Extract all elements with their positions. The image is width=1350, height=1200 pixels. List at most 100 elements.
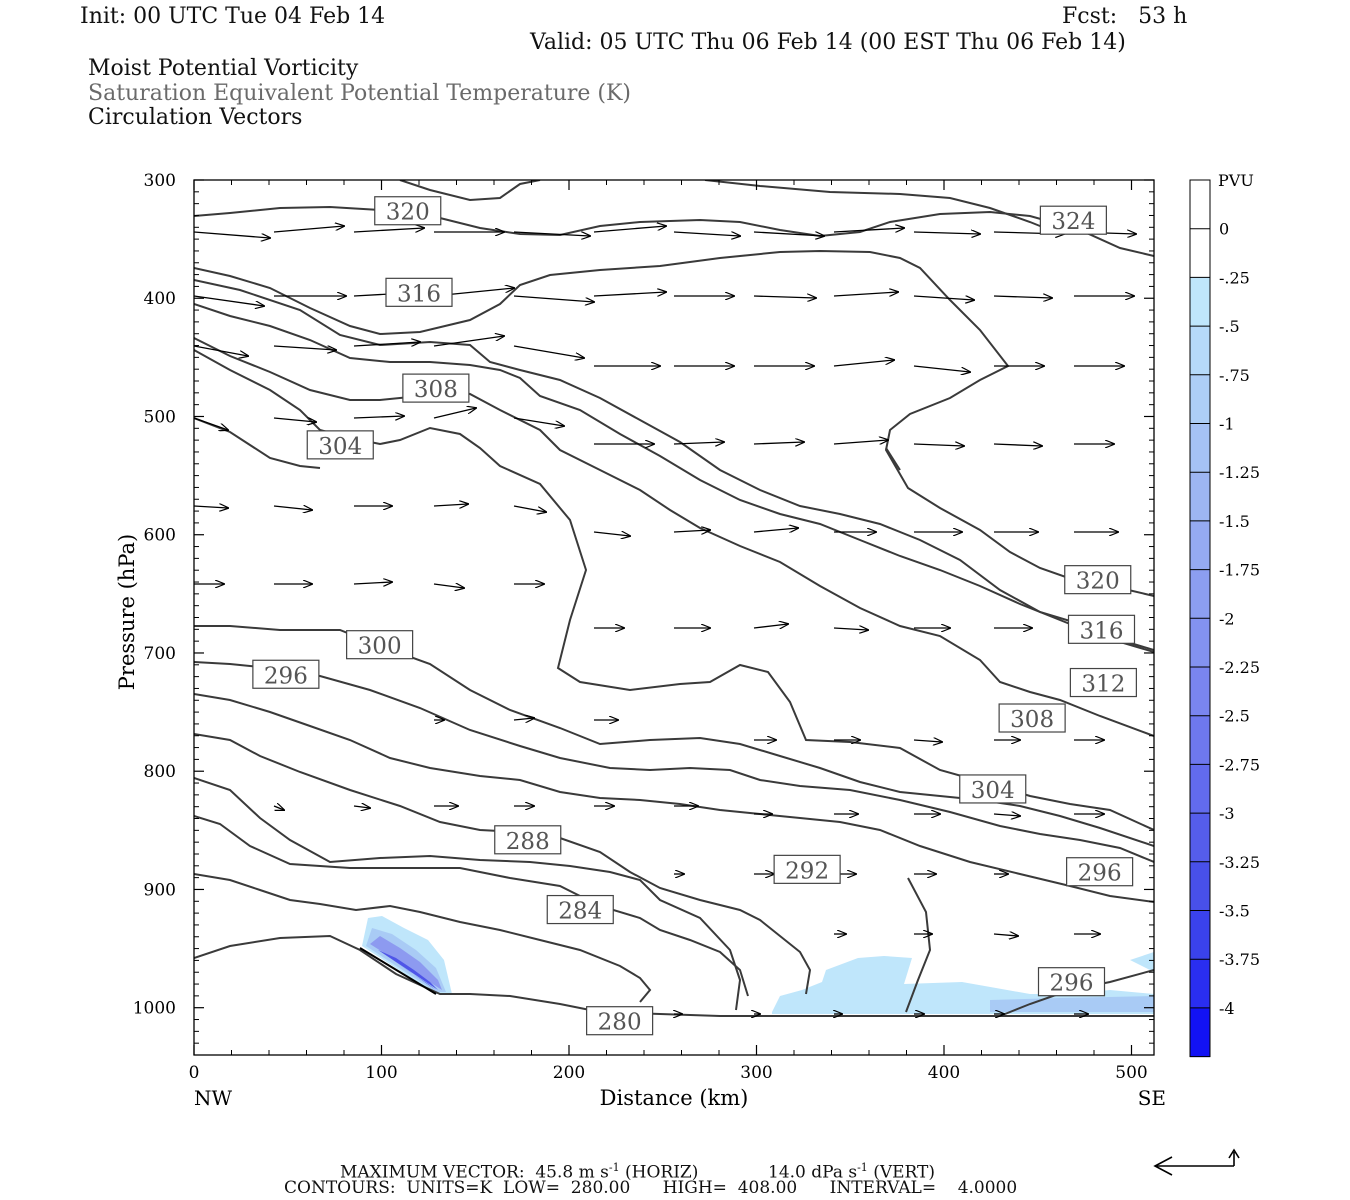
colorbar-label: -3: [1219, 804, 1235, 823]
contour-label: 296: [1037, 967, 1106, 997]
circulation-vector: [273, 345, 336, 350]
contour-label-box: [586, 1006, 654, 1036]
colorbar-label: -.5: [1219, 317, 1240, 336]
y-tick-label: 600: [144, 526, 176, 546]
colorbar-segment: [1190, 910, 1210, 960]
circulation-vector: [194, 506, 228, 508]
contour-label: 292: [773, 854, 841, 884]
contour-label-text: 296: [1050, 971, 1094, 997]
contour-label: 308: [998, 703, 1066, 733]
contour-label: 288: [494, 825, 562, 855]
circulation-vector: [593, 226, 666, 233]
contour-label: 304: [306, 430, 374, 460]
circulation-vector: [673, 442, 724, 444]
contour-label-box: [546, 894, 614, 925]
contour-label-text: 280: [598, 1010, 642, 1036]
colorbar-label: -2.75: [1219, 755, 1260, 774]
circulation-vector: [273, 418, 316, 422]
colorbar-unit: PVU: [1218, 171, 1254, 190]
field-mpv: Moist Potential Vorticity: [88, 56, 359, 81]
colorbar-label: -1.5: [1219, 512, 1250, 531]
contours-info: CONTOURS: UNITS=K LOW= 280.00 HIGH= 408.…: [284, 1178, 1018, 1198]
colorbar-segment: [1190, 423, 1210, 473]
horiz-tag: (HORIZ): [619, 1162, 699, 1183]
circulation-vector: [833, 360, 894, 367]
circulation-vector: [194, 345, 248, 356]
circulation-vector: [913, 365, 970, 372]
contour-label-text: 284: [558, 899, 602, 925]
init-time: Init: 00 UTC Tue 04 Feb 14: [80, 4, 386, 29]
y-tick-label: 400: [144, 289, 176, 309]
colorbar-label: -3.25: [1219, 853, 1260, 872]
circulation-vector: [273, 226, 344, 233]
circulation-vector: [993, 814, 1020, 816]
contour-label-text: 308: [1010, 707, 1054, 733]
circulation-vector: [993, 296, 1052, 298]
contour-label: 316: [385, 277, 453, 307]
circulation-vector: [913, 232, 980, 234]
max-vector-vert-line: 14.0 dPa s-1 (VERT): [768, 1156, 935, 1185]
contour-label-text: 316: [1080, 618, 1124, 644]
y-tick-label: 300: [144, 171, 176, 191]
circulation-vector: [513, 417, 564, 426]
vert-exponent: -1: [857, 1161, 868, 1174]
contour-label-text: 288: [506, 829, 550, 855]
max-vector-line: MAXIMUM VECTOR: 45.8 m s-1 (HORIZ): [340, 1156, 698, 1185]
contour-label-text: 324: [1051, 209, 1095, 235]
circulation-vector: [273, 506, 312, 510]
contour-label-box: [252, 659, 320, 689]
circulation-vector: [833, 292, 898, 297]
x-end-label-se: SE: [1138, 1086, 1166, 1110]
contour-label: 320: [374, 196, 442, 226]
contour-label: 280: [586, 1006, 654, 1036]
colorbar-segment: [1190, 569, 1210, 619]
circulation-vector: [513, 295, 594, 302]
colorbar-segment: [1190, 472, 1210, 522]
forecast-hour: Fcst: 53 h: [1062, 4, 1188, 29]
circulation-vector: [513, 231, 590, 236]
reference-vector: [1153, 1148, 1240, 1176]
colorbar-segment: [1190, 520, 1210, 571]
contour-labels: 320 324 316 308 304 320 316 312 308 304 300 296 288 2…: [252, 196, 1137, 1036]
colorbar-label: -3.5: [1219, 902, 1250, 921]
contour-label: 296: [252, 659, 320, 689]
contour-label-text: 300: [358, 634, 402, 660]
circulation-vector: [833, 228, 904, 233]
valid-time: Valid: 05 UTC Thu 06 Feb 14 (00 EST Thu …: [530, 30, 1126, 55]
contour-label-box: [385, 277, 453, 307]
circulation-vector: [194, 295, 264, 306]
circulation-vector: [913, 740, 942, 742]
mpv-shading: [362, 916, 1154, 1014]
x-tick-label: 0: [189, 1063, 200, 1083]
contour-label: 304: [959, 774, 1027, 804]
circulation-vector: [673, 231, 740, 236]
y-tick-label: 700: [144, 644, 176, 664]
circulation-vector: [833, 628, 868, 630]
colorbar-label: -3.75: [1219, 950, 1260, 969]
contour-label-text: 308: [414, 377, 458, 403]
colorbar-segment: [1190, 228, 1210, 278]
circulation-vector: [593, 532, 630, 536]
colorbar-label: -.25: [1219, 268, 1250, 287]
colorbar-segment: [1190, 374, 1210, 424]
colorbar-label: -.75: [1219, 366, 1250, 385]
contour-label: 296: [1066, 857, 1134, 887]
contour-label: 316: [1067, 614, 1136, 644]
contour-label-box: [1067, 614, 1136, 644]
max-vector-horiz: 45.8 m s: [535, 1162, 609, 1183]
x-end-label-nw: NW: [194, 1086, 233, 1110]
colorbar-segment: [1190, 277, 1210, 327]
contour-label-box: [494, 825, 562, 855]
colorbar-label: -1: [1219, 415, 1235, 434]
x-tick-label: 500: [1115, 1063, 1147, 1083]
circulation-vectors: [194, 226, 1136, 1014]
contour-label-box: [306, 430, 374, 460]
x-tick-label: 100: [365, 1063, 397, 1083]
contour-label-box: [1037, 967, 1106, 997]
contour-label-box: [773, 854, 841, 884]
contour-label: 312: [1069, 667, 1137, 698]
contour-label-box: [1066, 857, 1134, 887]
colorbar-segment: [1190, 667, 1210, 717]
contour-label: 300: [346, 630, 414, 660]
